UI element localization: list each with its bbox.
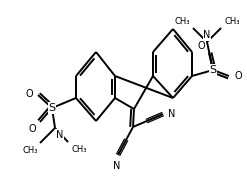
Text: O: O <box>28 124 36 134</box>
Text: N: N <box>168 109 175 119</box>
Text: CH₃: CH₃ <box>71 145 86 154</box>
Text: S: S <box>48 103 56 113</box>
Text: CH₃: CH₃ <box>22 146 38 155</box>
Text: N: N <box>56 130 63 140</box>
Text: S: S <box>209 65 217 75</box>
Text: CH₃: CH₃ <box>174 17 190 26</box>
Text: O: O <box>25 89 33 99</box>
Text: N: N <box>113 161 121 171</box>
Text: O: O <box>234 71 242 81</box>
Text: CH₃: CH₃ <box>224 17 240 26</box>
Text: O: O <box>197 41 205 51</box>
Text: N: N <box>203 30 211 40</box>
